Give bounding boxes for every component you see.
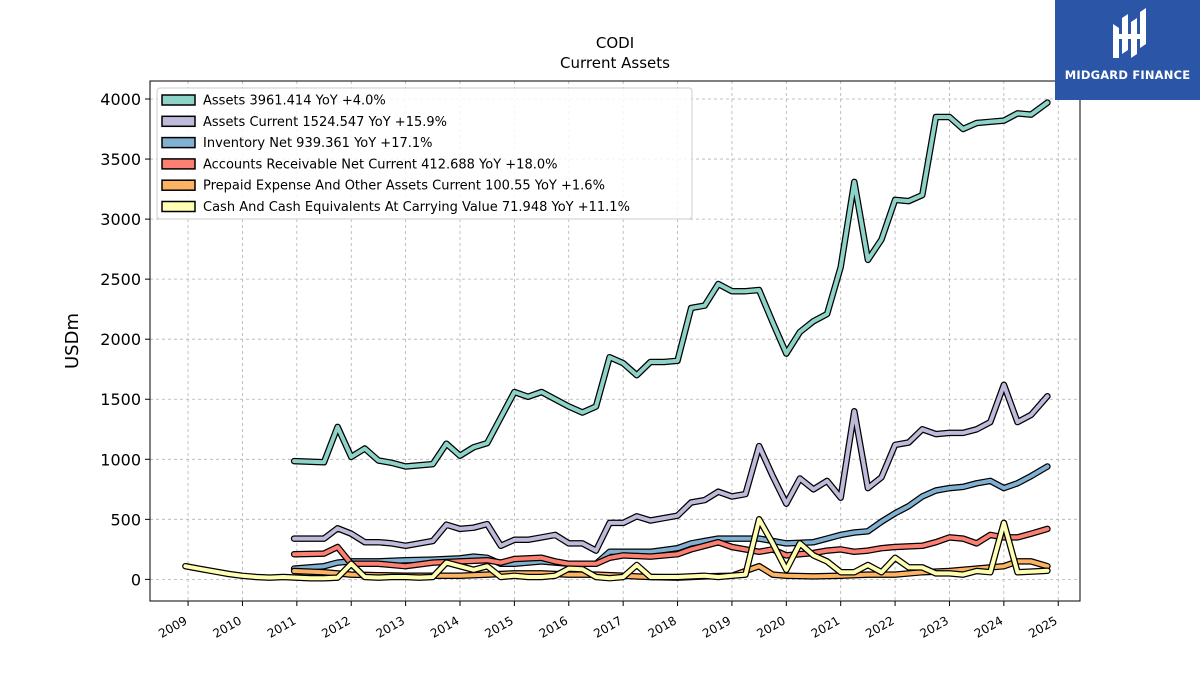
series-line-0: [292, 100, 1050, 469]
x-tick-label: 2014: [428, 613, 461, 640]
y-tick-label: 1500: [100, 390, 141, 409]
legend-swatch-0: [161, 94, 196, 106]
legend-label-0: Assets 3961.414 YoY +4.0%: [203, 94, 386, 109]
legend-label-5: Cash And Cash Equivalents At Carrying Va…: [203, 200, 630, 215]
legend-swatch-5: [161, 200, 196, 213]
x-tick-label: 2022: [863, 613, 896, 640]
legend-label-2: Inventory Net 939.361 YoY +17.1%: [203, 136, 433, 151]
x-tick-label: 2012: [319, 613, 352, 640]
x-tick-label: 2023: [918, 613, 951, 640]
legend: Assets 3961.414 YoY +4.0% Assets Current …: [156, 87, 693, 220]
x-tick-label: 2019: [700, 613, 733, 640]
series-line-1: [292, 382, 1050, 553]
chart-title: CODI: [596, 34, 634, 52]
midgard-logo-icon: [1113, 8, 1146, 58]
y-tick-label: 3000: [100, 210, 141, 229]
x-tick-label: 2020: [754, 613, 787, 640]
x-tick-label: 2017: [591, 613, 624, 640]
series-line-5: [183, 517, 1050, 581]
legend-label-1: Assets Current 1524.547 YoY +15.9%: [203, 115, 447, 130]
chart-subtitle: Current Assets: [560, 54, 670, 72]
x-tick-label: 2011: [265, 613, 298, 640]
x-tick-label: 2025: [1026, 613, 1059, 640]
y-tick-label: 0: [131, 570, 141, 589]
y-tick-label: 3500: [100, 150, 141, 169]
legend-swatch-2: [161, 136, 196, 149]
x-tick-label: 2010: [211, 613, 244, 640]
y-tick-label: 1000: [100, 450, 141, 469]
series-line-3: [292, 526, 1050, 569]
legend-label-4: Prepaid Expense And Other Assets Current…: [203, 179, 605, 194]
x-tick-label: 2016: [537, 613, 570, 640]
brand-name: MIDGARD FINANCE: [1064, 68, 1191, 82]
y-tick-label: 4000: [100, 90, 141, 109]
legend-label-3: Accounts Receivable Net Current 412.688 …: [203, 157, 558, 172]
x-tick-label: 2009: [156, 613, 189, 640]
legend-swatch-3: [161, 158, 196, 170]
x-tick-label: 2018: [646, 613, 679, 640]
brand-logo: MIDGARD FINANCE: [1055, 0, 1200, 100]
legend-swatch-1: [161, 115, 196, 128]
series-lines: [182, 99, 1051, 582]
y-tick-label: 2500: [100, 270, 141, 289]
plot-frame: [149, 80, 1081, 602]
y-tick-label: 2000: [100, 330, 141, 349]
x-tick-label: 2013: [374, 613, 407, 640]
x-tick-label: 2015: [482, 613, 515, 640]
x-tick-label: 2024: [972, 613, 1005, 640]
y-axis-label: USDm: [62, 313, 83, 369]
x-tick-label: 2021: [809, 613, 842, 640]
y-tick-label: 500: [110, 510, 141, 529]
legend-box: [156, 87, 693, 220]
legend-swatch-4: [161, 179, 196, 191]
